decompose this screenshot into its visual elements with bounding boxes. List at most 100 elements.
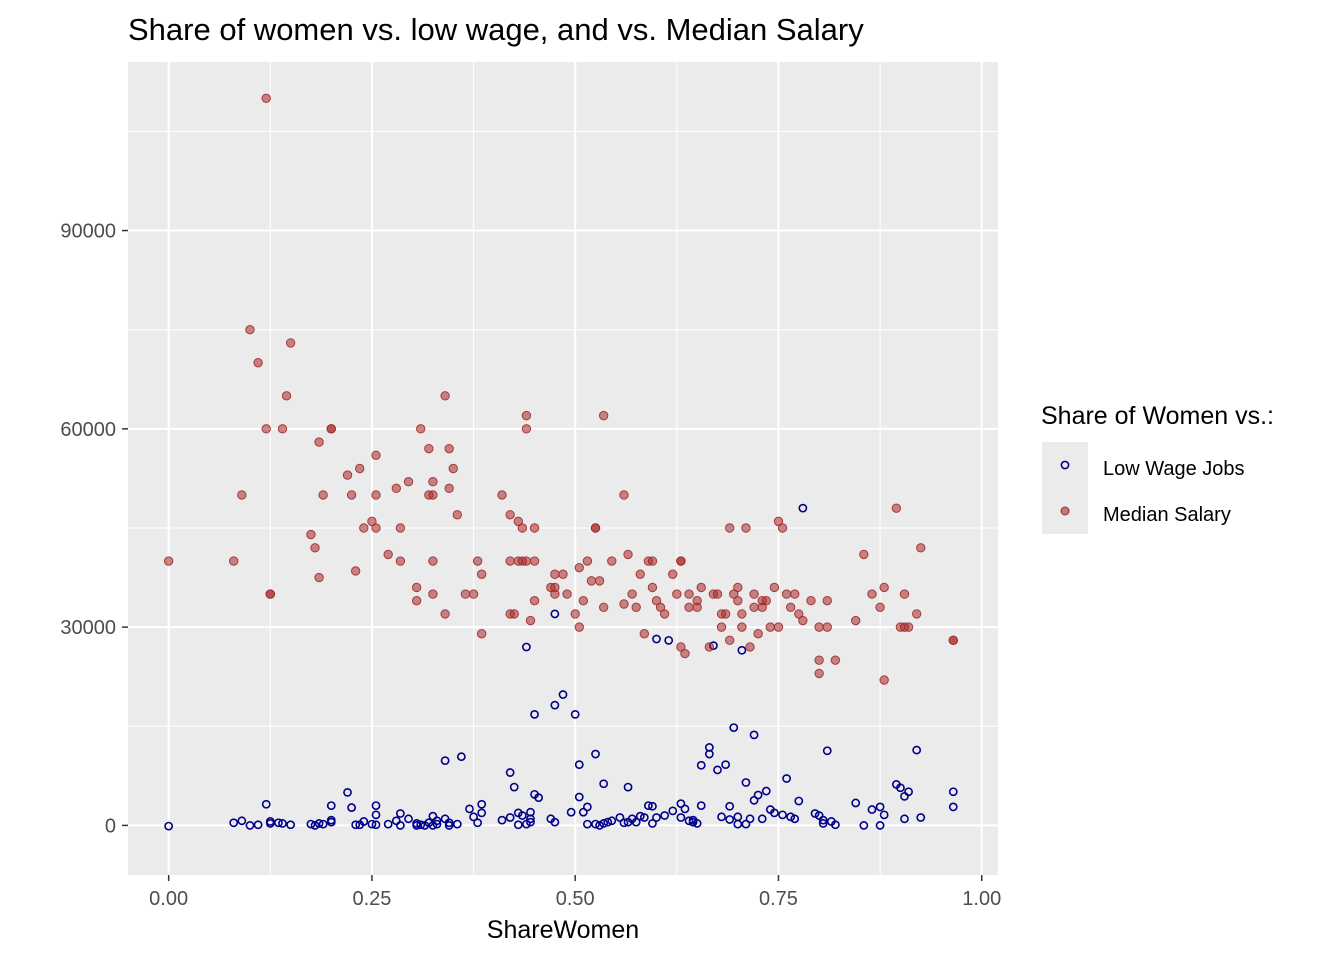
median-salary-point — [326, 424, 336, 434]
low-wage-point — [631, 817, 641, 827]
low-wage-point — [867, 805, 877, 814]
low-wage-point — [676, 799, 686, 809]
legend-title: Share of Women vs.: — [1041, 402, 1274, 430]
low-wage-point — [318, 819, 328, 829]
low-wage-point — [619, 818, 629, 828]
median-salary-point — [570, 609, 580, 619]
median-salary-point — [529, 523, 540, 533]
median-salary-point — [647, 556, 658, 566]
median-salary-point — [578, 595, 589, 606]
median-salary-point — [745, 642, 755, 652]
low-wage-point — [530, 709, 539, 719]
x-tick-label: 0.50 — [556, 888, 595, 910]
low-wage-point — [607, 816, 617, 826]
median-salary-point — [411, 595, 422, 606]
median-salary-point — [521, 556, 532, 566]
low-wage-point — [517, 811, 527, 820]
low-wage-point — [164, 821, 174, 831]
low-wage-point — [696, 801, 706, 810]
median-salary-point — [497, 490, 507, 500]
low-wage-point — [733, 819, 743, 829]
low-wage-point — [729, 723, 739, 733]
low-wage-point — [477, 808, 487, 818]
median-salary-point — [440, 609, 450, 619]
low-wage-point — [875, 802, 885, 812]
low-wage-point — [851, 798, 861, 808]
low-wage-point — [916, 813, 926, 822]
low-wage-point — [648, 819, 657, 828]
low-wage-point — [505, 813, 515, 822]
x-axis: 0.00 0.25 0.50 0.75 1.00 — [149, 875, 1001, 910]
low-wage-point — [875, 821, 885, 830]
low-wage-point — [574, 792, 584, 802]
median-salary-point — [411, 582, 422, 593]
median-salary-point — [794, 609, 804, 619]
median-salary-point — [761, 595, 771, 606]
low-wage-point — [351, 820, 361, 830]
low-wage-point — [582, 802, 592, 812]
median-salary-point — [253, 358, 263, 368]
median-salary-point — [822, 622, 832, 632]
low-wage-point — [798, 503, 808, 513]
low-wage-point — [534, 793, 544, 803]
low-wage-point — [660, 811, 670, 820]
low-wage-point — [395, 821, 405, 830]
low-wage-points — [164, 503, 958, 831]
low-wage-point — [745, 814, 755, 824]
median-salary-point — [814, 622, 824, 632]
median-salary-point — [623, 549, 633, 560]
median-salary-point — [741, 523, 751, 533]
low-wage-point — [652, 634, 661, 644]
x-tick-label: 1.00 — [962, 888, 1001, 910]
median-salary-point — [261, 424, 271, 434]
median-salary-point — [916, 543, 926, 553]
low-wage-point — [574, 760, 584, 770]
y-tick-label: 0 — [105, 815, 116, 837]
median-salary-point — [773, 622, 784, 632]
low-wage-point — [550, 700, 560, 710]
median-salary-point — [521, 424, 532, 434]
median-salary-point — [428, 490, 438, 500]
low-wage-point — [237, 816, 247, 826]
median-salary-point — [733, 582, 743, 593]
median-salary-point — [277, 424, 288, 434]
median-salary-point — [444, 443, 454, 454]
low-wage-point — [278, 819, 287, 828]
median-salary-point — [948, 635, 958, 646]
low-wage-point — [648, 801, 657, 811]
median-salary-point — [680, 648, 690, 659]
median-salary-point — [879, 675, 889, 685]
median-salary-point — [448, 463, 458, 474]
low-wage-point — [704, 743, 714, 752]
median-salary-point — [350, 566, 361, 576]
median-salary-point — [598, 410, 609, 421]
low-wage-point — [497, 815, 507, 825]
low-wage-point — [253, 820, 263, 830]
median-salary-point — [306, 529, 316, 540]
median-salary-point — [314, 437, 324, 447]
low-wage-point — [286, 820, 296, 830]
low-wage-point — [664, 635, 674, 645]
low-wage-point — [757, 814, 767, 824]
low-wage-point — [412, 821, 422, 830]
median-salary-point — [237, 490, 247, 500]
low-wage-point — [314, 819, 324, 828]
low-wage-point — [721, 760, 731, 770]
median-salary-point — [672, 589, 682, 599]
median-salary-point — [529, 556, 540, 566]
low-wage-point — [465, 804, 474, 814]
median-salary-point — [359, 523, 369, 533]
low-wage-point — [725, 815, 735, 824]
y-tick-label: 60000 — [60, 419, 116, 441]
median-salary-point — [383, 549, 393, 560]
median-salary-point — [598, 602, 609, 613]
low-wage-point — [477, 799, 487, 809]
low-wage-point — [371, 801, 381, 810]
median-salary-point — [355, 463, 365, 474]
legend-label-low-wage: Low Wage Jobs — [1103, 458, 1245, 480]
median-salary-point — [737, 609, 747, 619]
median-salary-point — [822, 595, 832, 606]
median-salary-point — [769, 582, 780, 593]
low-wage-point — [432, 819, 442, 829]
legend-key-low-wage — [1042, 442, 1088, 488]
